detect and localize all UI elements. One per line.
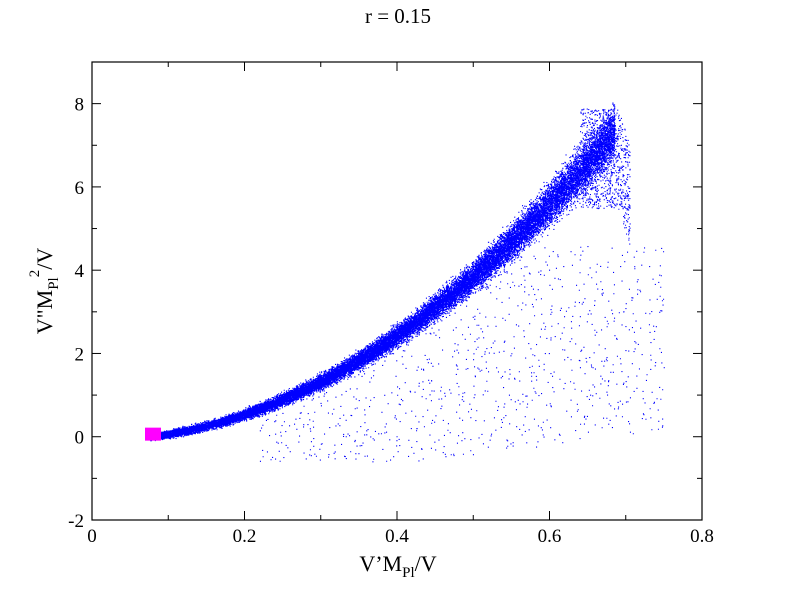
y-tick-label: 2	[75, 344, 85, 365]
x-tick-label: 0.6	[538, 526, 562, 547]
y-axis-label-sub: Pl	[46, 277, 62, 290]
y-axis-label-tail: /V	[32, 248, 57, 270]
x-axis-label-tail: /V	[415, 551, 437, 576]
x-axis-label: V’MPl/V	[359, 551, 436, 581]
x-axis-label-sub: Pl	[402, 565, 415, 581]
x-tick-label: 0	[87, 526, 97, 547]
y-tick-label: 6	[75, 178, 85, 199]
y-axis-label-base: V"M	[32, 290, 57, 334]
chart-title: r = 0.15	[365, 4, 431, 28]
y-tick-label: 0	[75, 428, 85, 449]
scatter-points-layer	[145, 102, 665, 463]
y-tick-label: -2	[68, 511, 84, 532]
y-axis-label-group: V"MPl2/V	[27, 248, 62, 335]
x-axis-label-base: V’M	[359, 551, 402, 576]
blue-scatter-points	[149, 102, 665, 463]
y-tick-label: 4	[75, 261, 85, 282]
y-tick-label: 8	[75, 95, 85, 116]
x-tick-label: 0.8	[690, 526, 714, 547]
y-axis-label-sup: 2	[27, 270, 43, 278]
x-tick-label: 0.2	[233, 526, 257, 547]
x-tick-label: 0.4	[385, 526, 409, 547]
y-axis-label: V"MPl2/V	[27, 248, 62, 335]
magenta-square-marker	[145, 427, 161, 441]
